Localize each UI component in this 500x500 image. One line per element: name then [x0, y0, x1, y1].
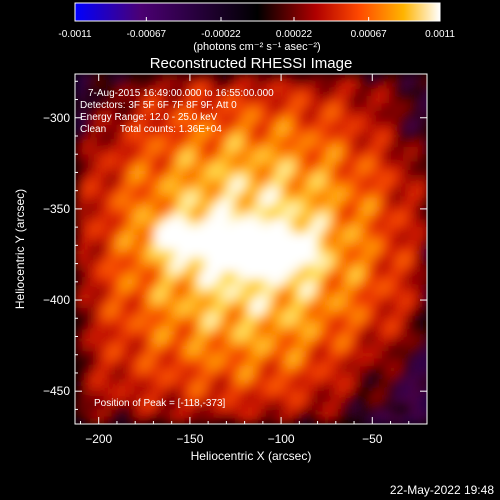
chart-title: Reconstructed RHESSI Image — [150, 55, 353, 72]
y-tick-label: −400 — [43, 293, 70, 307]
x-tick-label: −150 — [176, 432, 203, 446]
colorbar-tick-label: -0.00022 — [201, 29, 241, 40]
colorbar-tick-label: 0.00067 — [351, 29, 388, 40]
plot-frame — [74, 73, 428, 425]
y-tick-label: −450 — [43, 384, 70, 398]
y-axis-label: Heliocentric Y (arcsec) — [13, 189, 27, 309]
colorbar-ticks: -0.0011 -0.00067 -0.00022 0.00022 0.00067 0.0… — [58, 17, 455, 40]
x-axis: −200 −150 −100 −50 — [79, 74, 428, 446]
annotation-energy-range: Energy Range: 12.0 - 25.0 keV — [80, 112, 218, 123]
annotation-detectors: Detectors: 3F 5F 6F 7F 8F 9F, Att 0 — [80, 100, 237, 111]
timestamp: 22-May-2022 19:48 — [390, 483, 494, 497]
x-tick-label: −200 — [85, 432, 112, 446]
peak-position-label: Position of Peak = [-118,-373] — [94, 398, 226, 409]
colorbar-tick-label: 0.00022 — [276, 29, 313, 40]
x-axis-label: Heliocentric X (arcsec) — [191, 449, 312, 463]
colorbar-gradient — [74, 2, 441, 22]
colorbar-tick-label: -0.00067 — [127, 29, 167, 40]
annotation-block: 7-Aug-2015 16:49:00.000 to 16:55:00.000 … — [80, 88, 274, 135]
colorbar-tick-label: 0.0011 — [425, 29, 455, 40]
colorbar-tick-label: -0.0011 — [58, 29, 92, 40]
colorbar: -0.0011 -0.00067 -0.00022 0.00022 0.00067 0.0… — [58, 2, 455, 53]
heatmap-image — [75, 74, 427, 424]
x-tick-label: −100 — [268, 432, 295, 446]
annotation-time-range: 7-Aug-2015 16:49:00.000 to 16:55:00.000 — [88, 88, 274, 99]
x-tick-label: −50 — [362, 432, 383, 446]
colorbar-units-label: (photons cm⁻² s⁻¹ asec⁻²) — [193, 41, 320, 53]
annotation-clean-counts: Clean Total counts: 1.36E+04 — [80, 124, 222, 135]
y-tick-label: −350 — [43, 202, 70, 216]
y-axis: −300 −350 −400 −450 — [43, 80, 427, 410]
y-tick-label: −300 — [43, 111, 70, 125]
